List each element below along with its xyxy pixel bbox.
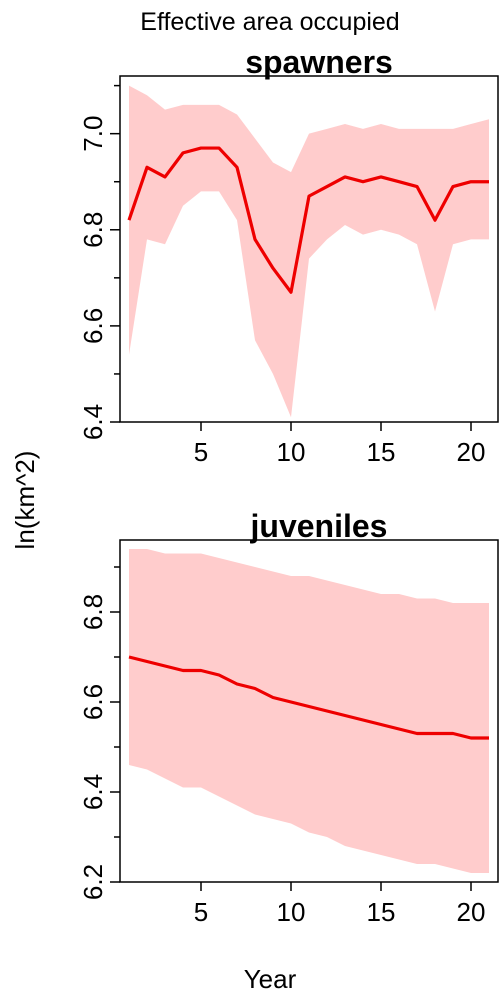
panel-juveniles: juveniles 5 10 15 20 6.2 6.4 6.6 6.8: [78, 508, 499, 927]
x-tick-label: 20: [457, 897, 486, 927]
y-tick-label: 6.2: [78, 864, 108, 900]
y-tick-label: 6.8: [78, 212, 108, 248]
figure-y-axis-label: ln(km^2): [10, 451, 40, 550]
series-line: [128, 655, 489, 740]
figure-x-axis-label: Year: [244, 964, 297, 994]
panel-title: spawners: [245, 44, 393, 80]
x-tick-label: 10: [277, 897, 306, 927]
y-tick-label: 6.8: [78, 594, 108, 630]
confidence-band: [129, 85, 489, 418]
confidence-band: [129, 549, 489, 873]
plot-frame: [119, 75, 499, 423]
y-tick-label: 6.6: [78, 308, 108, 344]
y-tick-label: 7.0: [78, 116, 108, 152]
chart-panels: spawners 5 10 15 20 6.4 6.6 6.8 7.0 juveniles 5 10 1…: [78, 44, 499, 927]
plot-frame: [119, 539, 499, 883]
x-tick-label: 15: [367, 437, 396, 467]
x-tick-label: 5: [194, 897, 208, 927]
y-tick-label: 6.4: [78, 774, 108, 810]
series-line: [127, 146, 489, 294]
x-tick-label: 5: [194, 437, 208, 467]
figure-title: Effective area occupied: [140, 8, 399, 36]
panel-title: juveniles: [250, 508, 388, 544]
x-tick-label: 15: [367, 897, 396, 927]
x-tick-label: 20: [457, 437, 486, 467]
y-tick-label: 6.4: [78, 404, 108, 440]
y-tick-label: 6.6: [78, 684, 108, 720]
panel-spawners: spawners 5 10 15 20 6.4 6.6 6.8 7.0: [78, 44, 499, 467]
x-tick-label: 10: [277, 437, 306, 467]
